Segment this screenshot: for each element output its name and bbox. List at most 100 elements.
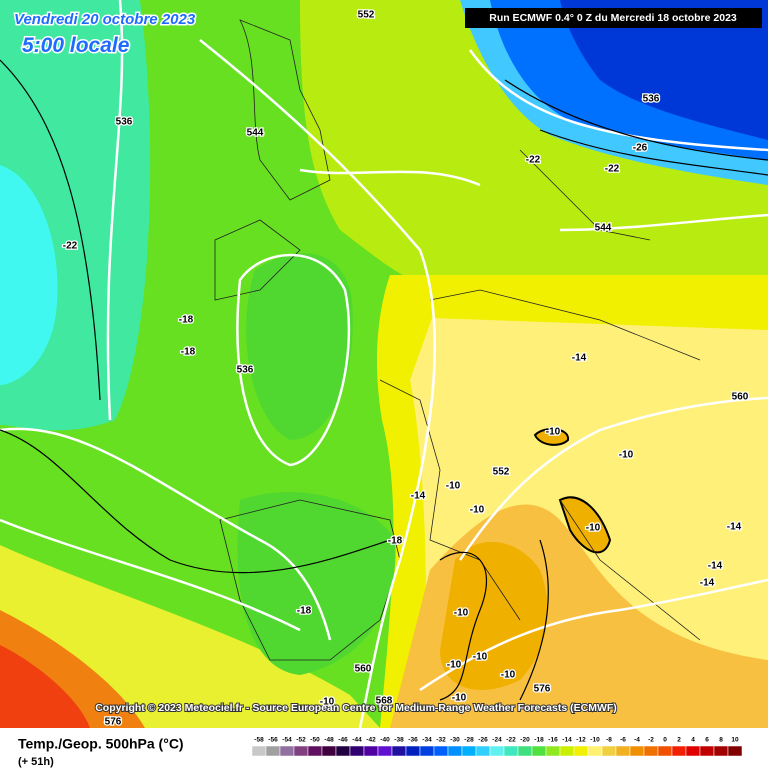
legend-swatch: [503, 745, 519, 757]
cold-zone: [560, 0, 768, 140]
warm-zone: [0, 645, 90, 728]
contour-label: -10: [586, 523, 601, 534]
legend-tick-label: -30: [450, 737, 460, 744]
legend-tick-label: -26: [478, 737, 488, 744]
legend-tick-label: -16: [548, 737, 558, 744]
legend-tick-label: -52: [296, 737, 306, 744]
contour-label: -10: [454, 608, 469, 619]
legend-swatch: [671, 745, 687, 757]
contour-label: 576: [534, 684, 551, 695]
contour-label: -10: [470, 505, 485, 516]
copyright: Copyright © 2023 Meteociel.fr - Source E…: [95, 702, 617, 714]
legend-swatch: [307, 745, 323, 757]
contour-label: -10: [473, 652, 488, 663]
green-zone: [246, 253, 353, 440]
legend-tick-label: -44: [352, 737, 362, 744]
legend-tick-label: -40: [380, 737, 390, 744]
legend-swatch: [405, 745, 421, 757]
legend-tick-label: 2: [677, 737, 681, 744]
legend-swatch: [265, 745, 281, 757]
legend-tick-label: 8: [719, 737, 723, 744]
contour-label: 560: [732, 392, 749, 403]
legend-swatch: [335, 745, 351, 757]
run-info: Run ECMWF 0.4° 0 Z du Mercredi 18 octobr…: [489, 12, 737, 24]
legend-swatch: [391, 745, 407, 757]
legend-swatch: [601, 745, 617, 757]
legend-swatch: [657, 745, 673, 757]
legend-tick-label: -58: [254, 737, 264, 744]
contour-label: -10: [446, 481, 461, 492]
legend-swatch: [587, 745, 603, 757]
contour-label: 536: [643, 94, 660, 105]
contour-label: -22: [605, 164, 620, 175]
coastline: [214, 19, 701, 661]
contour-label: -18: [179, 315, 194, 326]
legend-swatch: [433, 745, 449, 757]
legend-swatch: [461, 745, 477, 757]
legend-tick-label: -2: [648, 737, 654, 744]
contour-label: -26: [633, 143, 648, 154]
contour-label: -18: [181, 347, 196, 358]
legend-tick-label: -46: [338, 737, 348, 744]
contour-label: -22: [526, 155, 541, 166]
contour-label: -10: [320, 697, 335, 708]
contour-label: 552: [493, 467, 510, 478]
legend-swatch: [475, 745, 491, 757]
contour-label: 576: [105, 717, 122, 728]
legend-tick-label: -4: [634, 737, 640, 744]
legend-tick-label: -48: [324, 737, 334, 744]
legend-swatch: [349, 745, 365, 757]
legend-swatch: [531, 745, 547, 757]
legend-tick-label: -12: [576, 737, 586, 744]
contour-label: -14: [727, 522, 742, 533]
contour-label: -10: [447, 660, 462, 671]
contour-label: 544: [247, 128, 264, 139]
legend-swatch: [517, 745, 533, 757]
contour-label: -14: [411, 491, 426, 502]
contour-label: -14: [572, 353, 587, 364]
contour-label: -18: [297, 606, 312, 617]
legend-tick-label: 6: [705, 737, 709, 744]
legend-tick-label: -36: [408, 737, 418, 744]
legend-swatch: [489, 745, 505, 757]
legend-swatch: [377, 745, 393, 757]
legend-tick-label: -14: [562, 737, 572, 744]
legend-tick-label: -32: [436, 737, 446, 744]
contour-label: -14: [708, 561, 723, 572]
geopotential-contour: [0, 0, 768, 729]
legend-tick-label: -56: [268, 737, 278, 744]
legend-tick-label: -22: [506, 737, 516, 744]
legend-tick-label: 4: [691, 737, 695, 744]
forecast-date: Vendredi 20 octobre 2023: [14, 11, 196, 28]
legend-tick-label: -50: [310, 737, 320, 744]
contour-label: 536: [116, 117, 133, 128]
legend-swatch: [545, 745, 561, 757]
contour-label: -18: [388, 536, 403, 547]
lead-time: (+ 51h): [18, 756, 54, 768]
legend-tick-label: 10: [731, 737, 739, 744]
legend-swatch: [699, 745, 715, 757]
temperature-contour: [0, 59, 768, 701]
legend-swatch: [615, 745, 631, 757]
legend-tick-label: -24: [492, 737, 502, 744]
legend-swatch: [727, 745, 743, 757]
legend-swatch: [321, 745, 337, 757]
contour-label: -10: [546, 427, 561, 438]
legend-swatch: [447, 745, 463, 757]
legend-swatch: [279, 745, 295, 757]
legend-swatch: [685, 745, 701, 757]
legend-swatch: [629, 745, 645, 757]
legend-tick-label: -34: [422, 737, 432, 744]
contour-label: -14: [700, 578, 715, 589]
cold-pocket: [533, 428, 570, 446]
legend-tick-label: -42: [366, 737, 376, 744]
legend-tick-label: -6: [620, 737, 626, 744]
contour-label: -10: [619, 450, 634, 461]
contour-label: -10: [501, 670, 516, 681]
cold-zone: [0, 165, 58, 385]
legend-tick-label: 0: [663, 737, 667, 744]
contour-label: 568: [376, 696, 393, 707]
legend-title: Temp./Geop. 500hPa (°C): [18, 736, 184, 752]
contour-label: 560: [355, 664, 372, 675]
